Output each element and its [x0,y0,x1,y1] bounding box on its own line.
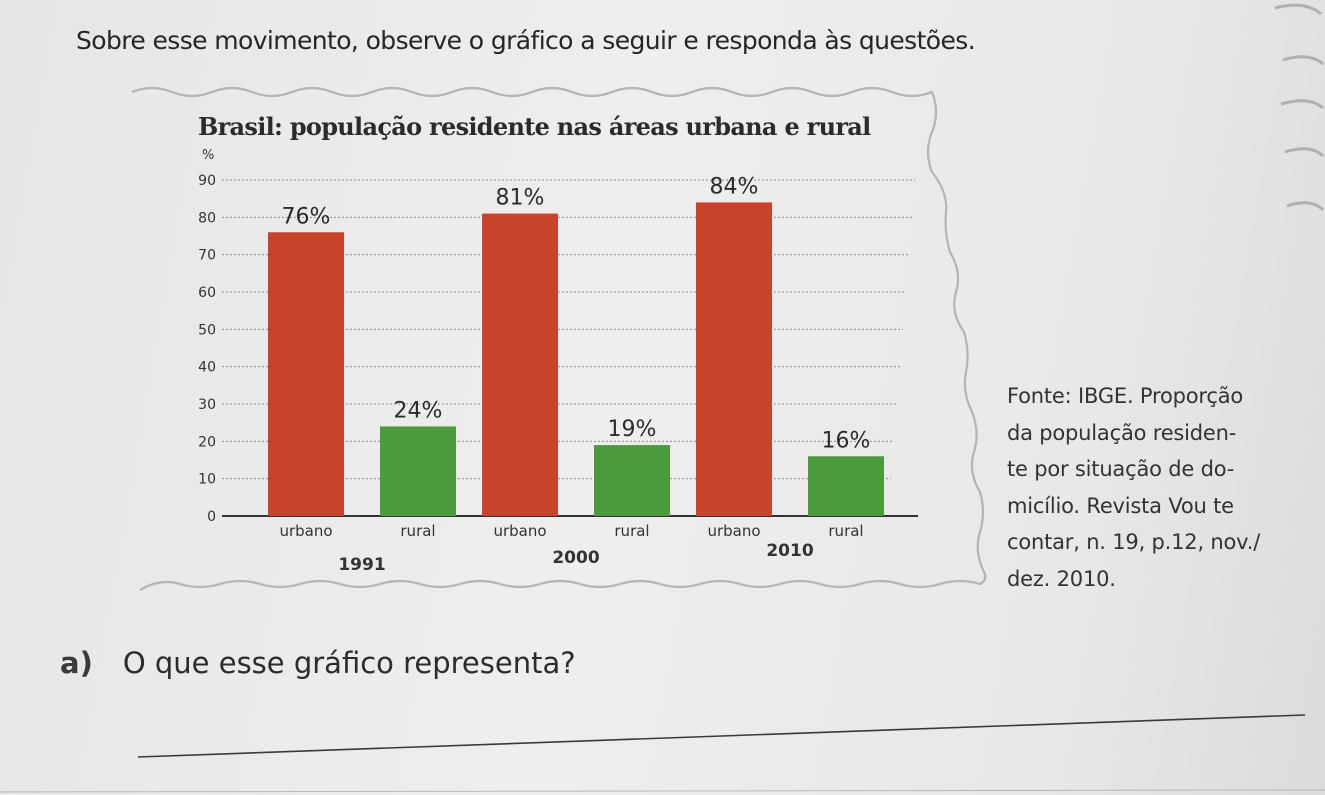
data-label: 81% [496,186,545,211]
x-tick-label: urbano [279,522,332,540]
y-tick-label: 40 [198,360,216,376]
y-tick-label: 60 [198,285,216,301]
source-line: da população residen- [1007,420,1237,445]
y-tick-label: 20 [198,434,216,450]
source-line: contar, n. 19, p.12, nov./ [1007,530,1261,554]
source-line: te por situação de do- [1007,457,1235,481]
data-label: 24% [394,398,443,423]
notebook-spiral-icon [1274,3,1325,212]
x-tick-label: urbano [493,522,546,540]
x-tick-label: urbano [707,522,760,540]
x-tick-label: rural [614,522,649,540]
source-note: Fonte: IBGE. Proporção da população resi… [1007,378,1297,597]
y-axis-unit: % [202,148,215,163]
data-label: 76% [282,204,331,229]
bar-urbano-2000 [482,213,558,516]
y-tick-label: 70 [198,248,216,264]
x-group-label: 2010 [766,541,813,561]
bar-rural-2010 [808,456,884,516]
y-tick-label: 90 [198,173,216,189]
bar-rural-1991 [380,426,456,516]
question-a: a) O que esse gráfico representa? [60,646,576,680]
question-letter: a) [60,646,93,680]
y-tick-label: 0 [207,509,216,525]
data-label: 19% [608,417,657,442]
y-tick-label: 30 [198,397,216,413]
x-tick-label: rural [828,522,863,540]
question-text: O que esse gráfico representa? [122,646,576,680]
bar-rural-2000 [594,445,670,516]
source-line: dez. 2010. [1007,566,1116,591]
source-line: Fonte: IBGE. Proporção [1007,384,1244,408]
intro-text: Sobre esse movimento, observe o gráfico … [76,26,976,55]
chart-title: Brasil: população residente nas áreas ur… [198,112,871,141]
source-line: micílio. Revista Vou te [1007,493,1234,518]
x-group-label: 2000 [552,548,599,568]
y-tick-label: 10 [198,472,216,488]
y-tick-label: 80 [198,210,216,226]
data-label: 16% [822,428,871,453]
data-label: 84% [710,174,759,199]
y-tick-label: 50 [198,322,216,338]
bar-urbano-2010 [696,202,772,516]
x-tick-label: rural [400,522,435,540]
bar-urbano-1991 [268,232,344,516]
x-group-label: 1991 [338,555,385,575]
